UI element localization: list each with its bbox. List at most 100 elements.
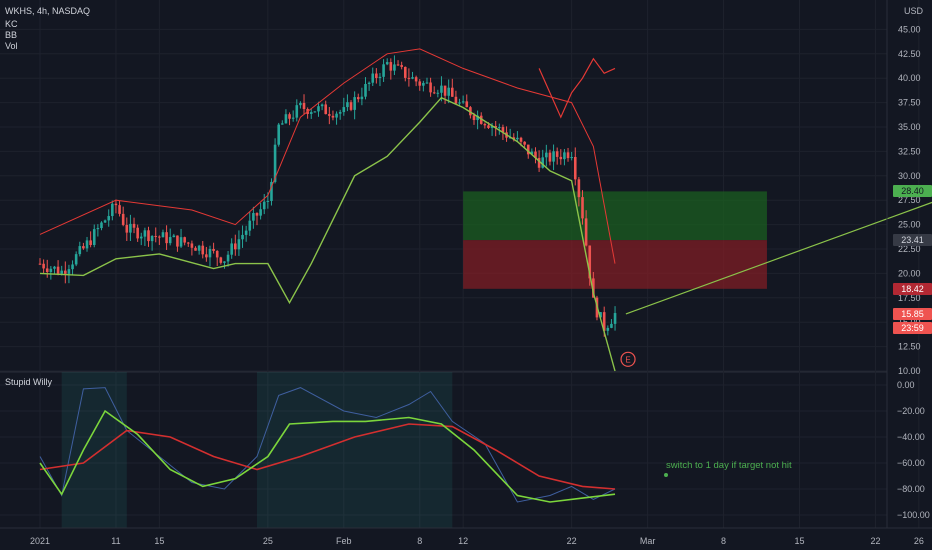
candle-body [469, 107, 472, 116]
osc-tick-label: −20.00 [897, 406, 925, 416]
candle-body [103, 220, 107, 223]
candle-body [161, 232, 165, 238]
osc-tick-label: −80.00 [897, 484, 925, 494]
candle-body [498, 127, 501, 129]
candle-body [205, 254, 208, 258]
candle-body [183, 237, 186, 243]
candle-body [186, 242, 190, 244]
price-tick-label: 37.50 [898, 98, 921, 108]
price-tick-label: 10.00 [898, 366, 921, 376]
candle-body [331, 115, 335, 118]
candle-body [490, 126, 494, 128]
time-tick-label: 12 [458, 536, 468, 546]
candle-body [223, 261, 226, 263]
candle-body [154, 235, 158, 237]
candle-body [403, 66, 407, 78]
candle-body [38, 263, 42, 265]
loss-zone [463, 240, 767, 289]
candle-body [367, 82, 371, 84]
candle-body [545, 152, 548, 158]
price-tick-label: 12.50 [898, 342, 921, 352]
candle-body [71, 264, 74, 270]
candle-body [125, 224, 129, 233]
candle-body [237, 239, 241, 250]
candle-body [602, 312, 606, 331]
candle-body [277, 124, 280, 145]
time-tick-label: 26 [914, 536, 924, 546]
price-tag: 23:59 [893, 321, 932, 334]
candle-body [248, 220, 252, 231]
price-tick-label: 32.50 [898, 146, 921, 156]
oscillator-shading [61, 372, 453, 528]
candle-body [143, 230, 147, 237]
chart-grid [0, 0, 920, 528]
candle-body [548, 152, 552, 162]
candle-body [85, 240, 89, 249]
candle-body [400, 65, 403, 67]
candle-body [230, 243, 233, 255]
candle-body [284, 114, 288, 124]
candle-body [465, 101, 469, 108]
candle-body [226, 254, 230, 262]
candle-body [176, 235, 179, 247]
trade-setup [463, 191, 767, 289]
symbol-title: WKHS, 4h, NASDAQ [5, 6, 91, 16]
candle-body [82, 246, 85, 249]
candle-body [64, 270, 67, 274]
time-tick-label: 15 [794, 536, 804, 546]
overbought-zone [61, 372, 127, 528]
price-tick-label: 27.50 [898, 195, 921, 205]
candle-body [458, 102, 461, 104]
candle-body [190, 243, 194, 248]
time-tick-label: 25 [263, 536, 273, 546]
price-tick-label: 25.00 [898, 220, 921, 230]
candle-body [273, 144, 277, 182]
candle-body [537, 157, 541, 168]
candle-body [118, 205, 121, 214]
candle-body [526, 144, 530, 155]
time-tick-label: 22 [567, 536, 577, 546]
candle-body [89, 240, 92, 245]
candle-body [570, 156, 573, 159]
candle-body [309, 112, 313, 114]
candle-body [147, 230, 150, 242]
candle-body [487, 125, 490, 128]
price-tag: 23.41 [893, 234, 932, 247]
price-tick-label: 22.50 [898, 244, 921, 254]
candle-body [414, 77, 418, 82]
candle-body [389, 62, 393, 71]
candle-body [418, 81, 422, 86]
candle-body [422, 82, 425, 86]
candle-body [599, 312, 602, 318]
candle-body [299, 102, 302, 106]
price-tag: 28.40 [893, 185, 932, 198]
candle-body [346, 102, 349, 108]
fast-ma-line [39, 409, 616, 503]
candle-body [67, 269, 71, 274]
candle-body [436, 92, 440, 94]
time-tick-label: 15 [154, 536, 164, 546]
candle-body [425, 82, 429, 84]
candle-body [96, 228, 100, 230]
candle-body [219, 257, 223, 263]
candle-body [107, 216, 111, 221]
candle-body [194, 247, 197, 251]
candle-body [172, 235, 176, 238]
projection-line [625, 201, 932, 315]
candle-body [266, 200, 270, 202]
candle-body [476, 115, 479, 121]
price-tick-label: 40.00 [898, 73, 921, 83]
candle-body [516, 137, 519, 140]
candle-body [270, 181, 273, 201]
candle-body [42, 263, 45, 269]
candle-body [541, 157, 545, 168]
candle-body [451, 87, 454, 97]
candle-body [364, 83, 367, 97]
candle-body [92, 229, 96, 245]
time-tick-label: 2021 [30, 536, 50, 546]
candle-body [288, 114, 291, 119]
candle-body [111, 203, 114, 217]
candle-body [179, 237, 183, 247]
